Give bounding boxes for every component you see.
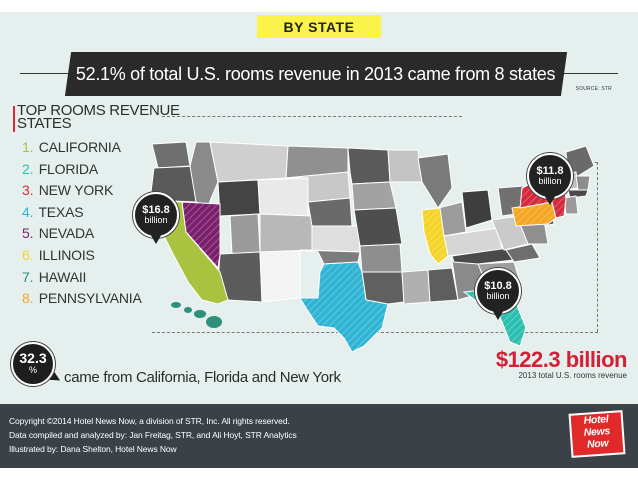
state-name: ILLINOIS <box>38 246 95 263</box>
state-hawaii <box>171 302 222 328</box>
percent-pin-circle: 32.3 % <box>11 342 55 386</box>
list-item: 8. PENNSYLVANIA <box>22 288 142 310</box>
total-revenue: $122.3 billion 2013 total U.S. rooms rev… <box>495 347 628 380</box>
list-item: 1. CALIFORNIA <box>22 137 142 159</box>
state-name: NEVADA <box>38 225 95 242</box>
state-name: HAWAII <box>38 268 87 285</box>
illustration-credit-line: Illustrated by: Dana Shelton, Hotel News… <box>9 444 177 454</box>
title-accent-bar <box>13 106 15 132</box>
pin-northeast-revenue: $11.8 billion <box>527 153 573 205</box>
rank-number: 6. <box>22 246 34 263</box>
rank-number: 4. <box>22 203 34 220</box>
pin-west-revenue: $16.8 billion <box>133 192 179 244</box>
headline-text: 52.1% of total U.S. rooms revenue in 201… <box>76 63 556 84</box>
section-tag: BY STATE <box>257 15 381 38</box>
pin-southeast-revenue: $10.8 billion <box>475 268 521 320</box>
list-title: TOP ROOMS REVENUE STATES <box>13 102 180 132</box>
pin-tail <box>543 193 557 205</box>
list-item: 3. NEW YORK <box>22 180 142 202</box>
total-amount: $122.3 billion <box>495 347 628 372</box>
infographic-slide: BY STATE 52.1% of total U.S. rooms reven… <box>0 12 638 468</box>
percent-unit: % <box>28 365 37 375</box>
pin-unit: billion <box>538 176 562 186</box>
pin-tail <box>149 232 163 244</box>
total-caption: 2013 total U.S. rooms revenue <box>518 371 627 380</box>
rank-number: 1. <box>22 139 34 155</box>
pin-tail <box>491 308 505 320</box>
rank-number: 8. <box>22 290 34 307</box>
logo-word: Now <box>586 437 609 451</box>
rank-number: 5. <box>22 225 34 242</box>
dotted-rule-top <box>162 116 462 117</box>
percent-pin: 32.3 % <box>11 342 64 387</box>
state-name: TEXAS <box>38 203 84 220</box>
list-item: 7. HAWAII <box>22 267 142 289</box>
state-name: FLORIDA <box>38 160 98 177</box>
state-ranking-list: 1. CALIFORNIA 2. FLORIDA 3. NEW YORK 4. … <box>22 137 142 310</box>
list-title-line1: TOP ROOMS REVENUE <box>17 102 180 119</box>
list-item: 2. FLORIDA <box>22 159 142 181</box>
background-states <box>149 141 595 305</box>
percent-caption: came from California, Florida and New Yo… <box>64 369 341 386</box>
pin-unit: billion <box>144 215 168 225</box>
rank-number: 2. <box>22 160 34 177</box>
state-name: CALIFORNIA <box>38 139 121 155</box>
rank-number: 7. <box>22 268 34 285</box>
list-item: 4. TEXAS <box>22 202 142 224</box>
pin-value: $11.8 <box>536 165 564 177</box>
list-title-line2: STATES <box>17 115 72 132</box>
state-name: NEW YORK <box>38 182 114 199</box>
pin-value: $16.8 <box>142 204 170 216</box>
dotted-rule-right <box>597 162 598 332</box>
list-item: 5. NEVADA <box>22 223 142 245</box>
headline-box: 52.1% of total U.S. rooms revenue in 201… <box>64 52 568 96</box>
copyright-line: Copyright ©2014 Hotel News Now, a divisi… <box>9 416 290 426</box>
rank-number: 3. <box>22 182 34 199</box>
pin-value: $10.8 <box>484 280 512 292</box>
list-item: 6. ILLINOIS <box>22 245 142 267</box>
headline-banner: 52.1% of total U.S. rooms revenue in 201… <box>20 52 618 96</box>
pin-unit: billion <box>486 291 510 301</box>
percent-value: 32.3 <box>19 350 47 366</box>
source-note: SOURCE: STR <box>575 86 612 92</box>
data-credit-line: Data compiled and analyzed by: Jan Freit… <box>9 430 297 440</box>
footer-credits: Copyright ©2014 Hotel News Now, a divisi… <box>0 404 638 468</box>
hotel-news-now-logo: Hotel News Now <box>568 410 626 458</box>
pin-circle: $11.8 billion <box>527 153 573 199</box>
state-name: PENNSYLVANIA <box>38 290 142 307</box>
